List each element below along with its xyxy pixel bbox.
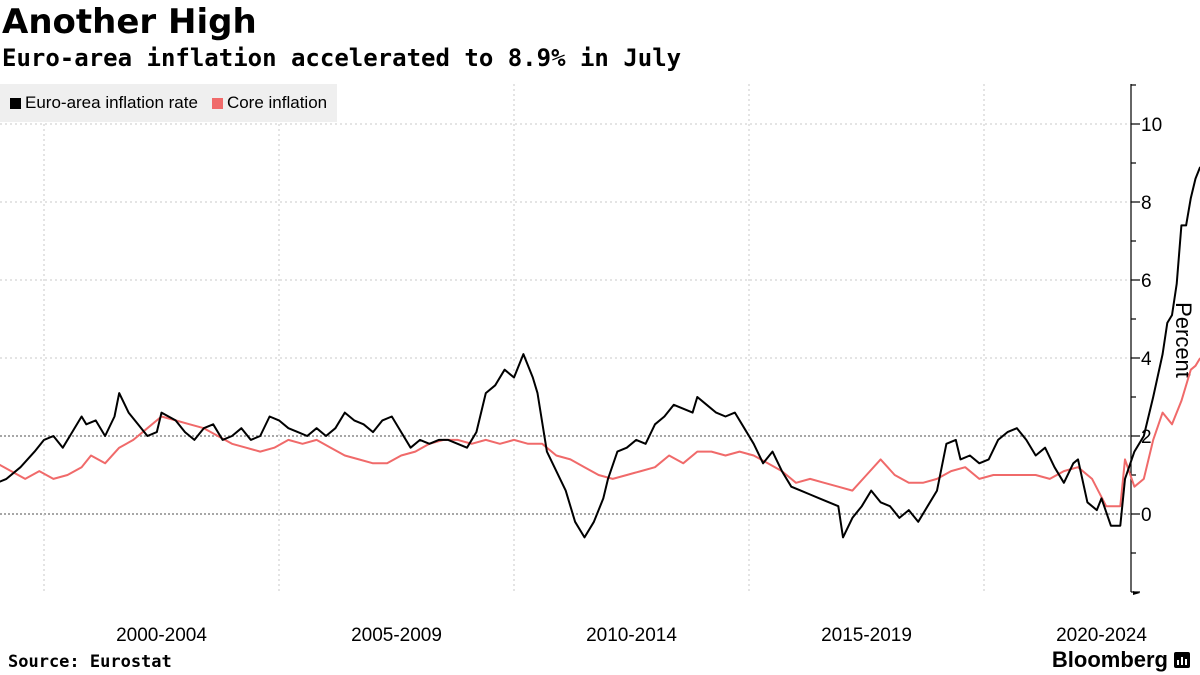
headline-inflation-line <box>0 166 1200 539</box>
chart-legend: Euro-area inflation rate Core inflation <box>0 84 338 122</box>
x-tick-label-2: 2010-2014 <box>586 625 677 646</box>
x-tick-label-4: 2020-2024 <box>1056 625 1147 646</box>
y-tick-label-8: 8 <box>1141 193 1152 214</box>
y-tick-label-0: 0 <box>1141 505 1152 526</box>
source-note: Source: Eurostat <box>8 652 172 672</box>
bloomberg-chart-icon <box>1174 652 1190 668</box>
legend-swatch-core <box>211 97 223 109</box>
legend-item-core[interactable]: Core inflation <box>211 93 328 113</box>
y-axis-arrow <box>1133 591 1140 595</box>
chart-title: Another High <box>2 2 257 42</box>
x-tick-label-1: 2005-2009 <box>351 625 442 646</box>
y-tick-label-4: 4 <box>1141 349 1152 370</box>
y-axis-title: Percent <box>1171 302 1196 378</box>
x-tick-label-3: 2015-2019 <box>821 625 912 646</box>
chart-subtitle: Euro-area inflation accelerated to 8.9% … <box>2 44 682 72</box>
legend-item-headline[interactable]: Euro-area inflation rate <box>10 93 198 113</box>
legend-swatch-headline <box>10 97 21 109</box>
legend-label-core: Core inflation <box>226 93 328 112</box>
x-tick-label-0: 2000-2004 <box>116 625 207 646</box>
legend-label-headline: Euro-area inflation rate <box>25 93 198 112</box>
brand-text: Bloomberg <box>1051 647 1168 672</box>
y-tick-label-6: 6 <box>1141 271 1152 292</box>
bloomberg-logo: Bloomberg <box>1052 647 1190 673</box>
y-tick-label-10: 10 <box>1141 115 1162 136</box>
y-tick-label-2: 2 <box>1141 427 1152 448</box>
